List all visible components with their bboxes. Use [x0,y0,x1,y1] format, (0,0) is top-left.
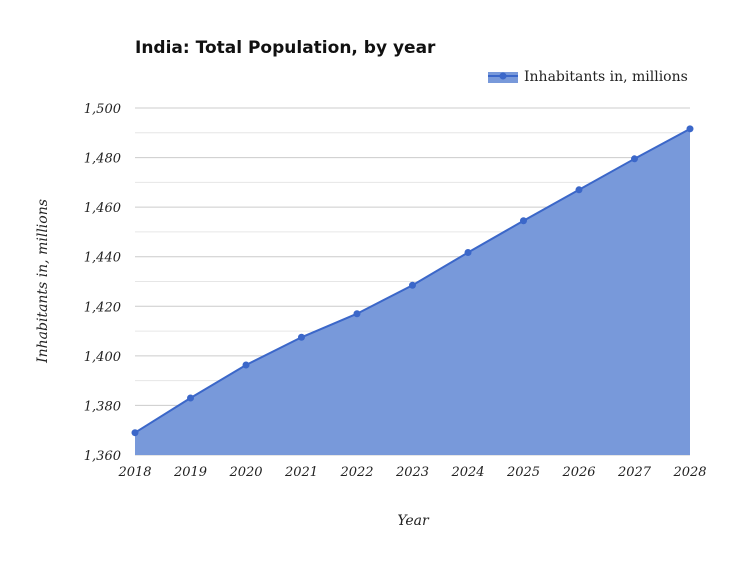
data-point [409,281,416,289]
y-axis-ticks: 1,360 1,380 1,400 1,420 1,440 1,460 1,480 1,500 [84,102,121,464]
data-point [686,125,694,133]
area-fill [135,128,690,455]
data-point [187,394,194,402]
data-point [575,186,583,194]
x-tick-label: 2026 [561,465,595,480]
y-tick-label: 1,400 [84,350,121,365]
x-tick-label: 2024 [450,465,484,480]
data-point [520,217,527,225]
x-tick-label: 2027 [617,465,652,480]
y-tick-label: 1,360 [84,449,121,464]
x-tick-label: 2019 [173,465,207,480]
y-axis-label: Inhabitants in, millions [35,199,51,364]
legend: Inhabitants in, millions [488,69,688,85]
data-point [131,429,139,437]
y-tick-label: 1,500 [84,102,121,117]
x-tick-label: 2022 [339,465,373,480]
y-tick-label: 1,380 [84,399,121,414]
x-tick-label: 2028 [672,465,706,480]
y-tick-label: 1,440 [84,251,121,266]
legend-label: Inhabitants in, millions [524,69,688,85]
chart-title: India: Total Population, by year [135,38,436,58]
x-axis-ticks: 2018 2019 2020 2021 2022 2023 2024 2025 2026 2027… [117,465,706,480]
y-tick-label: 1,460 [84,201,121,216]
x-tick-label: 2025 [506,465,540,480]
x-tick-label: 2018 [117,465,151,480]
x-tick-label: 2023 [395,465,429,480]
data-point [242,361,250,369]
data-points [131,125,694,437]
data-point [464,249,472,257]
data-point [298,333,305,341]
x-tick-label: 2020 [228,465,262,480]
data-point [631,155,638,163]
legend-marker [499,72,507,80]
y-tick-label: 1,480 [84,152,121,167]
data-point [353,310,361,318]
y-tick-label: 1,420 [84,300,121,315]
x-axis-label: Year [397,513,430,529]
x-tick-label: 2021 [284,465,318,480]
